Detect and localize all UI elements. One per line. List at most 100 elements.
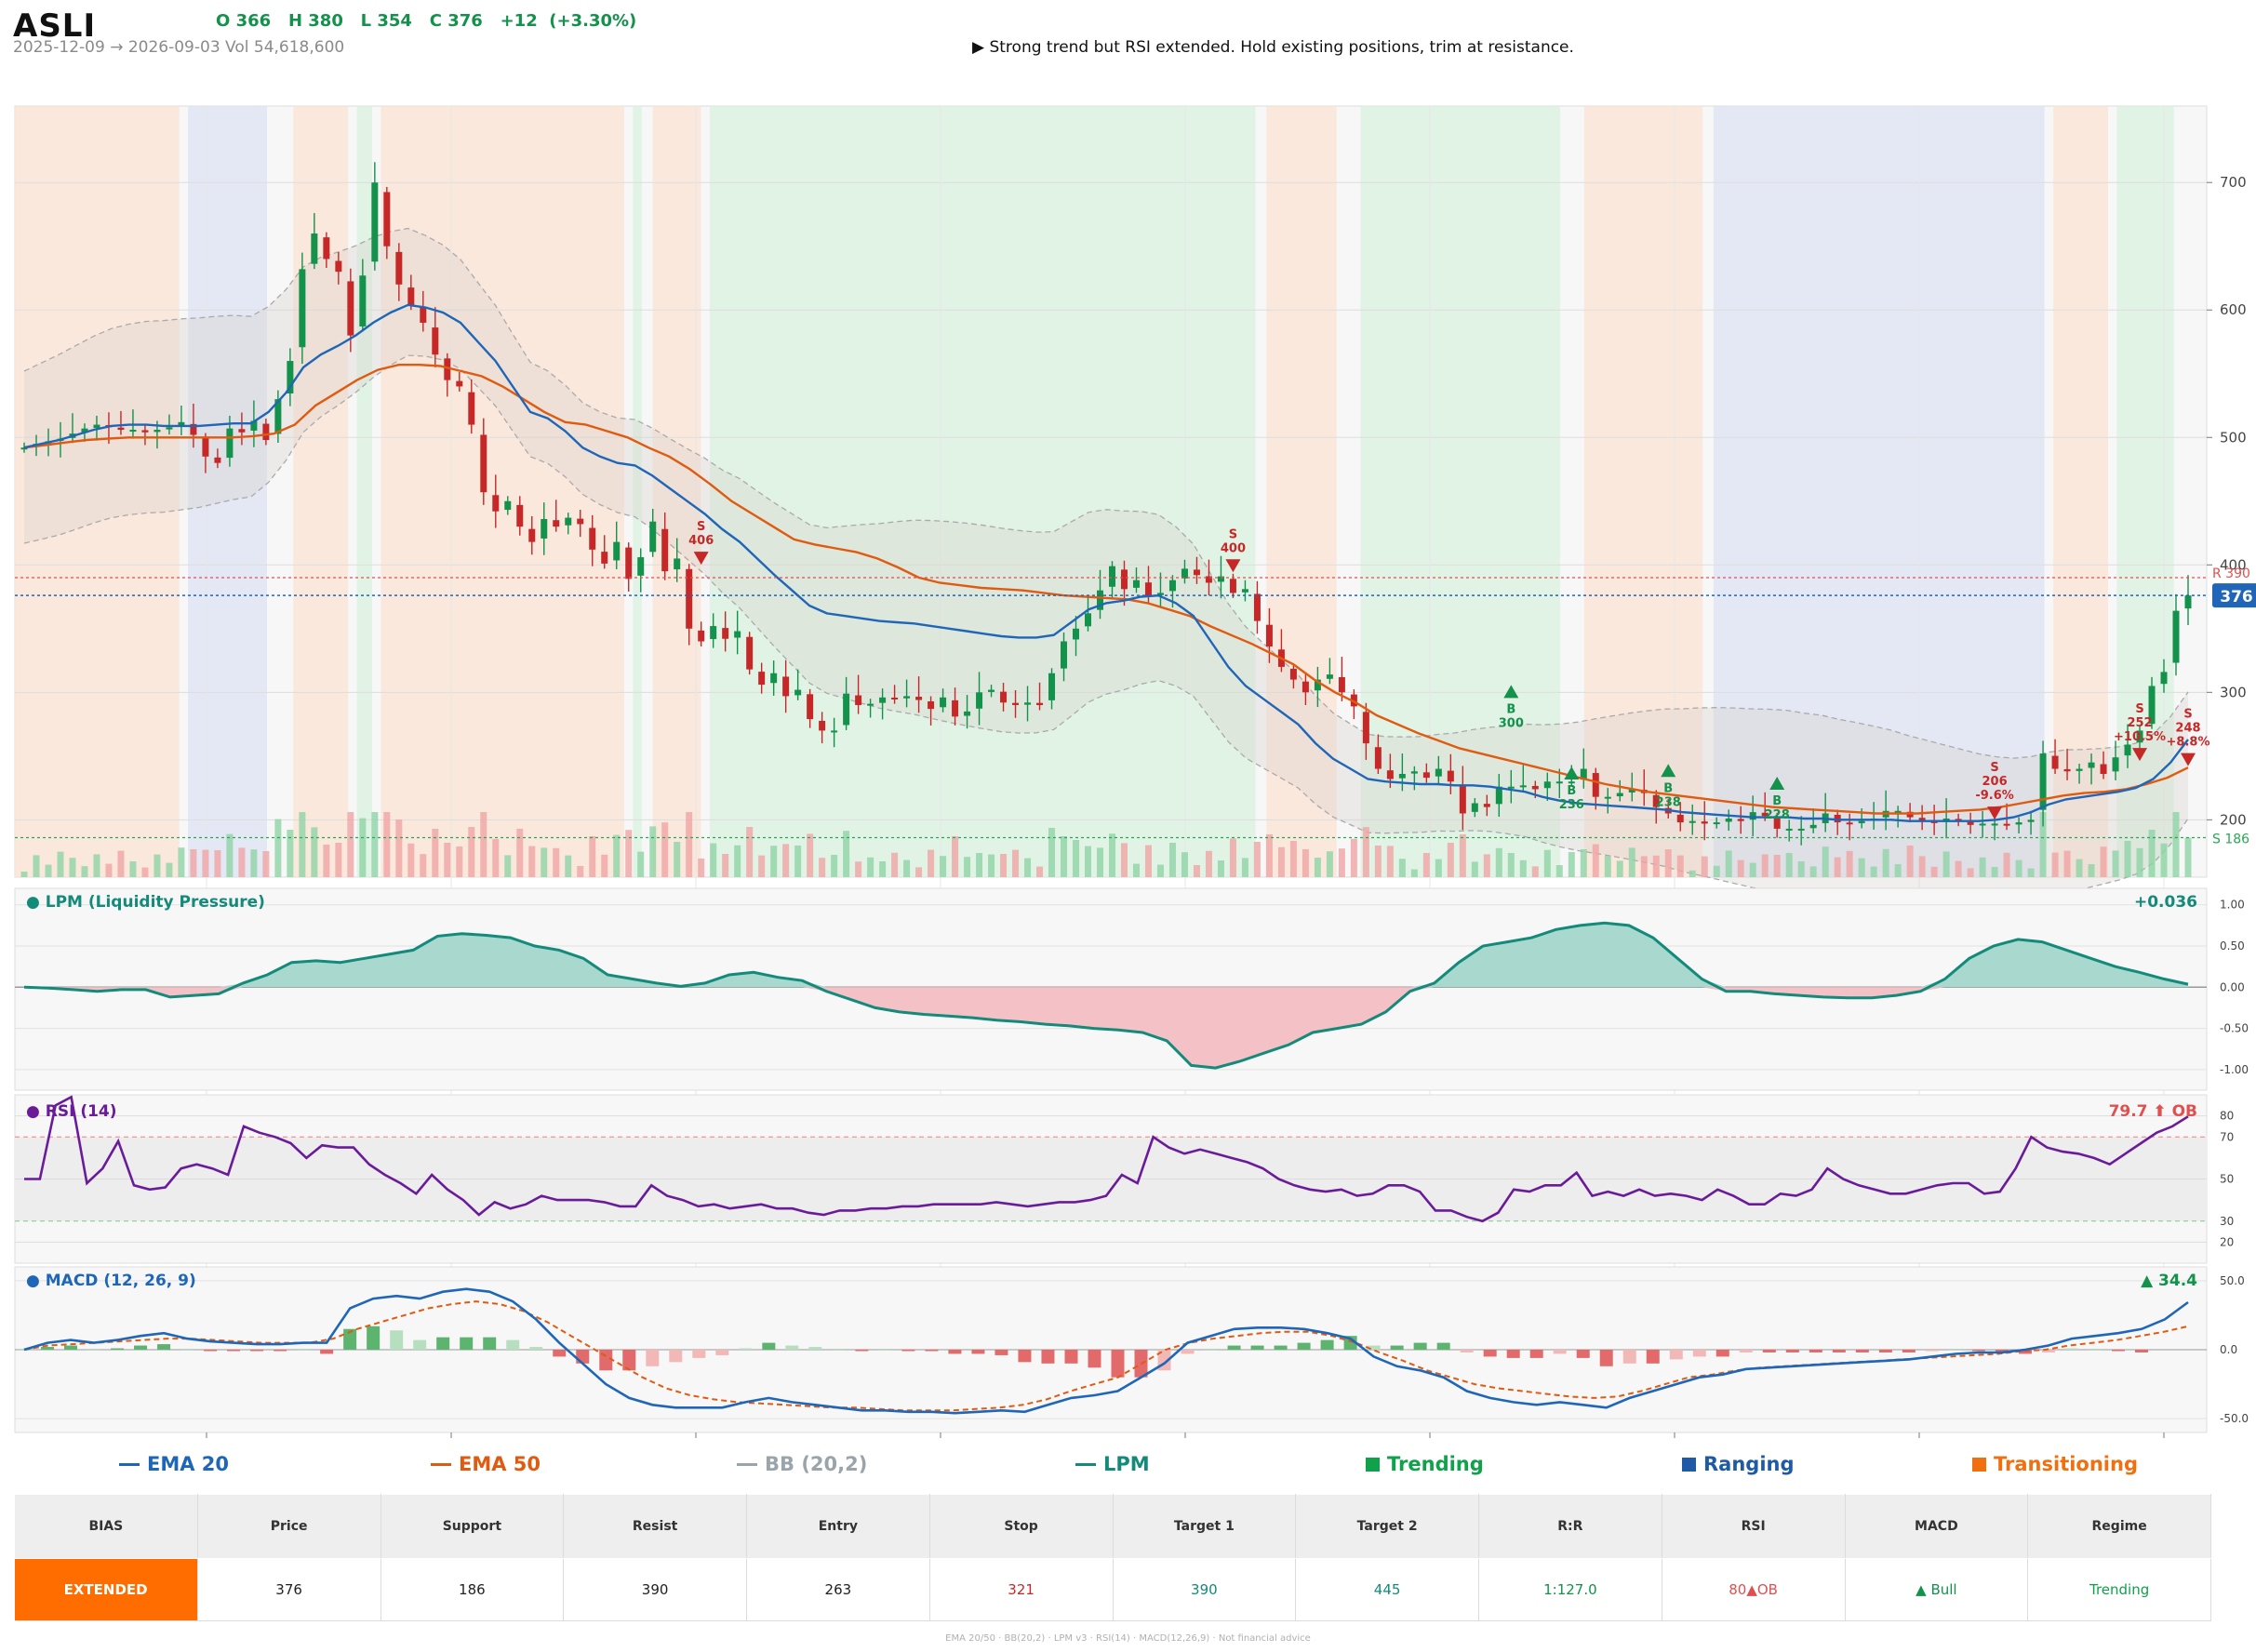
stats-value-cell: ▲ Bull xyxy=(1845,1558,2029,1621)
volume-bar xyxy=(516,829,524,877)
volume-bar xyxy=(589,836,596,877)
candle-body xyxy=(1048,673,1056,700)
volume-bar xyxy=(1374,846,1382,877)
candle-body xyxy=(1120,569,1128,590)
candle-body xyxy=(988,689,995,692)
x-tick-label: Jun '26 xyxy=(1400,1446,1459,1447)
macd-histogram-bar xyxy=(1855,1350,1869,1352)
candle-body xyxy=(516,504,524,527)
candle-body xyxy=(746,636,754,670)
lpm-positive-area xyxy=(24,923,2188,988)
macd-histogram-bar xyxy=(1576,1350,1590,1358)
legend-square-swatch xyxy=(1366,1457,1380,1472)
candle-body xyxy=(2148,686,2156,725)
legend-label: EMA 50 xyxy=(459,1453,541,1475)
rsi-tick-label: 20 xyxy=(2220,1235,2234,1248)
candle-body xyxy=(20,447,28,450)
volume-bar xyxy=(1085,846,1092,877)
volume-bar xyxy=(1967,868,1974,877)
ema50-line xyxy=(23,364,2189,815)
candle-body xyxy=(831,730,838,733)
volume-bar xyxy=(1422,853,1430,877)
volume-bar xyxy=(456,846,463,877)
volume-bar xyxy=(1483,854,1490,877)
sell-annotation-label: S xyxy=(1990,761,1998,775)
volume-bar xyxy=(2124,841,2131,877)
volume-bar xyxy=(794,846,802,877)
volume-bar xyxy=(262,851,270,877)
macd-tick-label: 0.0 xyxy=(2220,1343,2237,1356)
lpm-tick-label: 1.00 xyxy=(2220,899,2245,912)
lpm-negative-area xyxy=(24,987,2188,1069)
ema20-line xyxy=(23,303,2189,822)
candle-body xyxy=(1543,781,1551,789)
volume-bar xyxy=(1000,854,1008,877)
stats-value-cell: 263 xyxy=(746,1558,930,1621)
stats-value-cell: 186 xyxy=(380,1558,565,1621)
candle-body xyxy=(2039,753,2047,810)
candle-body xyxy=(1918,818,1926,821)
macd-histogram-bar xyxy=(1553,1350,1567,1354)
macd-histogram-bar xyxy=(460,1337,474,1350)
macd-histogram-bar xyxy=(855,1350,869,1352)
candle-body xyxy=(1132,580,1140,588)
candle-body xyxy=(1858,820,1865,824)
candle-body xyxy=(238,429,246,433)
macd-histogram-bar xyxy=(1227,1345,1241,1350)
lpm-tick-label: 0.00 xyxy=(2220,980,2245,993)
volume-bar xyxy=(1531,866,1539,877)
price-tick-label: 300 xyxy=(2220,684,2247,700)
volume-bar xyxy=(226,833,234,877)
volume-bar xyxy=(1822,846,1829,877)
candle-body xyxy=(1967,821,1974,825)
macd-histogram-bar xyxy=(715,1350,729,1355)
regime-band-trending xyxy=(356,106,373,877)
candle-body xyxy=(323,237,330,260)
volume-bar xyxy=(166,862,173,877)
macd-histogram-bar xyxy=(2134,1350,2148,1352)
candle-body xyxy=(1531,785,1539,790)
candle-body xyxy=(1386,770,1394,779)
volume-bar xyxy=(395,819,403,877)
volume-bar xyxy=(432,829,439,877)
volume-bar xyxy=(1253,842,1261,877)
volume-bar xyxy=(335,843,342,877)
stats-header-cell: Price xyxy=(196,1494,381,1559)
regime-band-transitioning xyxy=(380,106,624,877)
volume-bar xyxy=(1507,853,1515,877)
buy-annotation-label: B xyxy=(1567,784,1576,798)
buy-annotation-label: 300 xyxy=(1499,716,1524,730)
candle-body xyxy=(2124,744,2131,756)
macd-histogram-bar xyxy=(1297,1342,1311,1350)
signal-note: ▶ Strong trend but RSI extended. Hold ex… xyxy=(972,38,1574,57)
volume-bar xyxy=(2088,864,2095,877)
volume-bar xyxy=(1144,845,1152,877)
candle-body xyxy=(940,697,947,708)
stats-header-cell: Target 2 xyxy=(1295,1494,1479,1559)
candle-body xyxy=(964,711,971,716)
lpm-title: ● LPM (Liquidity Pressure) xyxy=(26,893,265,912)
volume-bar xyxy=(601,854,608,877)
candle-body xyxy=(2003,823,2010,826)
macd-histogram-bar xyxy=(413,1339,427,1350)
price-tick-label: 600 xyxy=(2220,301,2247,318)
stats-value-cell: 80▲OB xyxy=(1662,1558,1846,1621)
volume-bar xyxy=(1689,870,1696,877)
sell-annotation-label: S xyxy=(2135,702,2143,716)
volume-bar xyxy=(843,831,850,877)
macd-histogram-bar xyxy=(1599,1350,1613,1366)
volume-bar xyxy=(1640,856,1648,877)
buy-annotation-label: 228 xyxy=(1765,808,1790,822)
volume-bar xyxy=(1338,848,1345,877)
volume-bar xyxy=(734,845,741,877)
macd-histogram-bar xyxy=(1622,1350,1636,1364)
candle-body xyxy=(420,307,427,323)
candle-body xyxy=(1604,796,1611,799)
candle-body xyxy=(1229,579,1236,593)
volume-bar xyxy=(1012,849,1020,877)
volume-bar xyxy=(1241,858,1248,877)
macd-histogram-bar xyxy=(1018,1350,1032,1363)
macd-histogram-bar xyxy=(739,1348,753,1350)
candle-body xyxy=(1846,822,1853,825)
